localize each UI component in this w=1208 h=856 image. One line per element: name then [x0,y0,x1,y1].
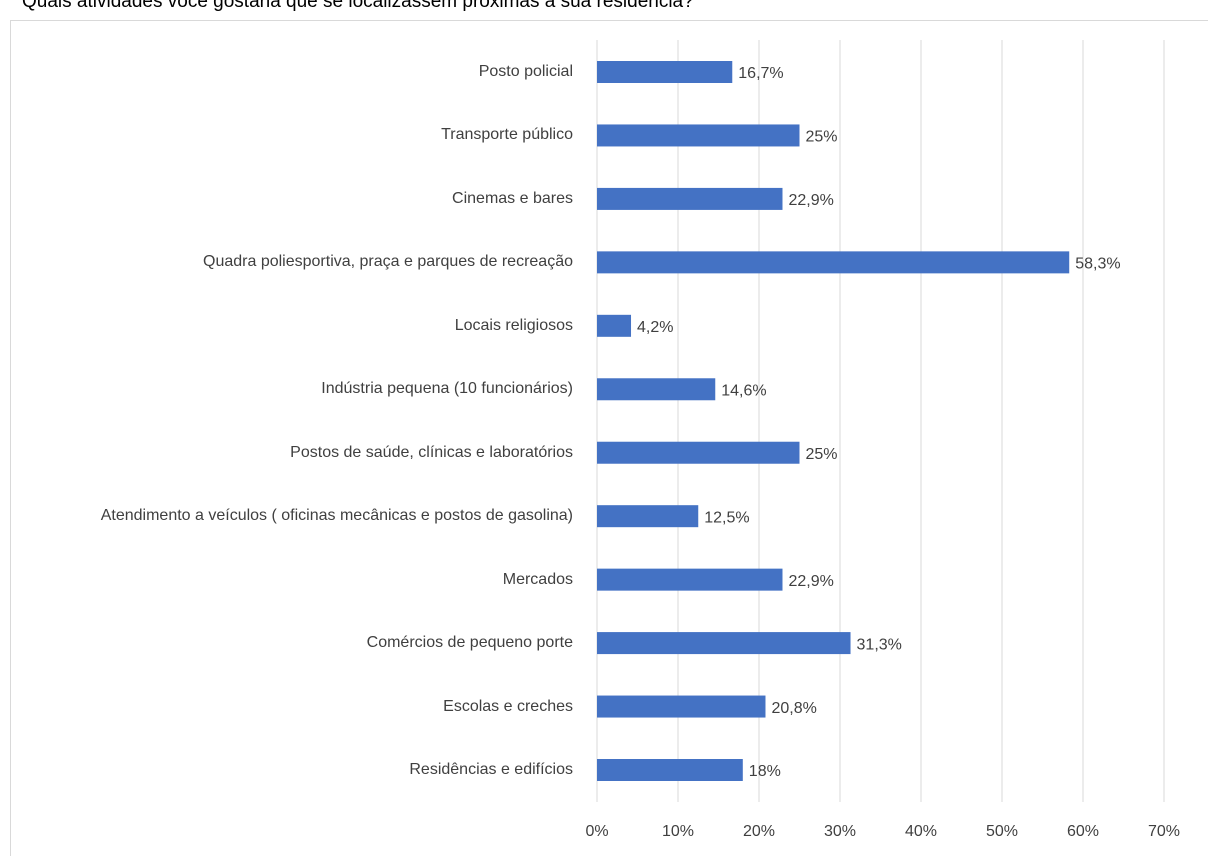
y-tick-label: Mercados [502,570,573,588]
bar [597,505,699,528]
y-tick-label-box: Atendimento a veículos ( oficinas mecâni… [10,505,573,527]
y-tick-label-box: Comércios de pequeno porte [10,632,573,654]
bar [597,378,716,401]
bar [597,124,800,147]
data-label: 14,6% [721,382,766,399]
y-tick-label: Comércios de pequeno porte [366,634,573,652]
y-tick-label: Locais religiosos [454,316,573,334]
y-tick-label-box: Locais religiosos [10,315,573,337]
y-tick-label: Residências e edifícios [409,761,573,778]
data-label: 12,5% [704,509,749,526]
x-tick-label: 70% [1148,823,1180,840]
x-tick-label: 10% [662,823,694,840]
data-label: 16,7% [738,65,783,82]
bar [597,314,632,337]
x-tick-label: 20% [743,823,775,840]
data-label: 22,9% [788,192,833,209]
y-tick-label: Transporte público [441,126,573,144]
y-tick-label-box: Residências e edifícios [10,759,573,781]
chart-title: Quais atividades você gostaria que se lo… [22,0,694,12]
y-tick-label-box: Quadra poliesportiva, praça e parques de… [10,251,573,273]
data-label: 18% [749,763,781,780]
bar [597,187,783,210]
y-tick-label: Posto policial [478,63,573,80]
y-tick-label: Atendimento a veículos ( oficinas mecâni… [100,507,573,525]
x-tick-label: 40% [905,823,937,840]
y-tick-label-box: Indústria pequena (10 funcionários) [10,378,573,400]
y-tick-label-box: Mercados [10,569,573,591]
bar [597,695,766,718]
bar [597,61,733,83]
y-tick-label-box: Transporte público [10,124,573,146]
y-tick-label: Postos de saúde, clínicas e laboratórios [290,443,573,461]
data-label: 31,3% [857,636,902,653]
data-label: 25% [806,129,838,146]
data-label: 4,2% [637,319,673,336]
bar [597,251,1070,274]
x-tick-label: 50% [986,823,1018,840]
y-tick-label: Quadra poliesportiva, praça e parques de… [203,253,573,271]
data-label: 58,3% [1075,256,1120,273]
x-tick-label: 30% [824,823,856,840]
x-tick-label: 0% [585,823,608,840]
y-tick-label-box: Postos de saúde, clínicas e laboratórios [10,442,573,464]
y-tick-label-box: Cinemas e bares [10,188,573,210]
data-label: 25% [806,446,838,463]
y-tick-label-box: Escolas e creches [10,696,573,718]
x-tick-label: 60% [1067,823,1099,840]
y-tick-label: Indústria pequena (10 funcionários) [321,380,573,398]
data-label: 22,9% [788,573,833,590]
bar [597,568,783,591]
y-tick-label: Escolas e creches [443,697,573,715]
data-label: 20,8% [771,700,816,717]
y-tick-label: Cinemas e bares [452,189,573,207]
y-tick-label-box: Posto policial [10,61,573,83]
bar [597,632,851,655]
bar [597,441,800,464]
bar [597,759,743,781]
